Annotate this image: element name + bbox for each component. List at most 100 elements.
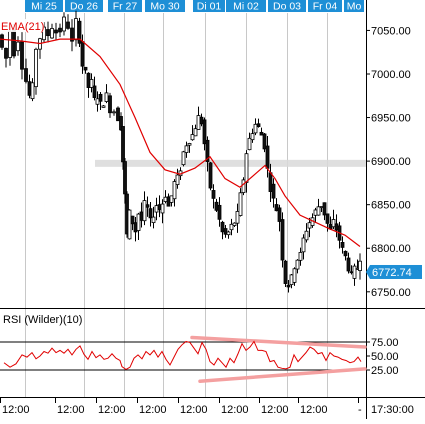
candle-body bbox=[89, 79, 94, 88]
candle-body bbox=[319, 206, 324, 208]
date-tab-label: Di 01 bbox=[197, 1, 222, 13]
candle-body bbox=[334, 223, 339, 231]
candle-body bbox=[292, 268, 297, 283]
candle-body bbox=[112, 111, 116, 114]
candle-body bbox=[130, 215, 135, 225]
candle-body bbox=[235, 211, 240, 224]
candle-body bbox=[98, 93, 103, 102]
candle-body bbox=[74, 18, 78, 41]
candle-body bbox=[202, 119, 207, 145]
date-tab[interactable]: Fr 04 bbox=[308, 0, 342, 13]
date-tab[interactable]: Di 01 bbox=[193, 0, 225, 13]
candle-body bbox=[340, 242, 345, 248]
candle-body bbox=[77, 20, 82, 44]
date-tab-bg bbox=[226, 0, 266, 12]
date-tab[interactable]: Fr 27 bbox=[108, 0, 142, 13]
candle-body bbox=[313, 209, 318, 216]
candle-body bbox=[58, 27, 62, 33]
candle-body bbox=[193, 128, 198, 137]
date-tab[interactable]: Mi 25 bbox=[25, 0, 63, 13]
date-tab-label: Fr 27 bbox=[113, 1, 138, 13]
candle-body bbox=[12, 28, 16, 57]
candle-body bbox=[145, 204, 150, 208]
rsi-y-tick-label: 25.00 bbox=[371, 365, 399, 377]
candle-body bbox=[274, 204, 279, 212]
time-axis-label: 12:00 bbox=[300, 404, 328, 416]
date-tab-bg bbox=[268, 0, 306, 12]
price-y-tick-label: 6750.00 bbox=[371, 287, 411, 299]
date-tab[interactable]: Mo 30 bbox=[145, 0, 185, 13]
candle-body bbox=[304, 230, 309, 241]
candle-body bbox=[16, 41, 20, 52]
candle-body bbox=[220, 221, 225, 233]
candle-body bbox=[295, 259, 300, 270]
candle-body bbox=[286, 284, 291, 288]
ema21-line bbox=[0, 38, 361, 247]
date-tab-bg bbox=[344, 0, 364, 12]
candle-body bbox=[223, 228, 228, 235]
highlight-band bbox=[95, 159, 366, 167]
candle-body bbox=[349, 271, 354, 274]
candle-body bbox=[0, 34, 4, 48]
candle-body bbox=[214, 201, 219, 211]
candle-body bbox=[253, 123, 258, 134]
candle-body bbox=[148, 208, 153, 219]
candle-body bbox=[86, 72, 91, 88]
candle-body bbox=[175, 174, 180, 185]
candle-body bbox=[116, 107, 120, 122]
rsi-y-axis: 75.00 50.00 25.00 bbox=[366, 337, 399, 377]
candle-body bbox=[316, 206, 321, 216]
candle-body bbox=[190, 134, 195, 141]
candle-body bbox=[34, 48, 38, 88]
candle-body bbox=[199, 116, 204, 125]
candle-body bbox=[211, 190, 216, 199]
date-tab-bg bbox=[108, 0, 142, 12]
ema-label-bg bbox=[0, 19, 44, 32]
candle-body bbox=[289, 274, 294, 285]
candle-body bbox=[205, 139, 210, 162]
candle-body bbox=[160, 203, 165, 214]
date-tab-label: Mo 30 bbox=[150, 1, 179, 13]
candle-body bbox=[119, 116, 123, 131]
date-tab[interactable]: Mo bbox=[344, 0, 364, 13]
candle-body bbox=[268, 172, 273, 192]
candle-body bbox=[256, 123, 261, 128]
candle-body bbox=[325, 213, 330, 224]
candle-body bbox=[157, 204, 162, 210]
candle-body bbox=[271, 183, 276, 199]
date-tab-bg bbox=[308, 0, 342, 12]
time-axis-label: 12:00 bbox=[221, 404, 249, 416]
candle-body bbox=[358, 260, 362, 271]
date-tab[interactable]: Mi 02 bbox=[226, 0, 266, 13]
candle-body bbox=[208, 162, 213, 189]
candle-body bbox=[80, 41, 85, 67]
candle-body bbox=[54, 29, 58, 34]
candle-body bbox=[127, 209, 132, 240]
candle-body bbox=[226, 231, 231, 236]
date-tab[interactable]: Do 03 bbox=[268, 0, 306, 13]
candle-body bbox=[283, 260, 288, 284]
candle-body bbox=[62, 16, 66, 32]
candle-body bbox=[232, 222, 237, 226]
candle-body bbox=[20, 41, 24, 70]
candle-body bbox=[27, 81, 32, 96]
candle-body bbox=[241, 179, 246, 193]
candle-body bbox=[108, 95, 112, 114]
candle-body bbox=[66, 21, 70, 29]
date-tab-label: Fr 04 bbox=[313, 1, 338, 13]
rsi-line bbox=[3, 340, 362, 371]
date-tab-label: Mo bbox=[347, 1, 362, 13]
candle-body bbox=[24, 68, 28, 82]
date-tab[interactable]: Do 26 bbox=[65, 0, 103, 13]
candle-body bbox=[238, 192, 243, 216]
candle-body bbox=[301, 237, 306, 253]
date-tab-bg bbox=[145, 0, 185, 12]
date-tab-label: Mi 02 bbox=[233, 1, 259, 13]
candle-body bbox=[184, 145, 189, 153]
candle-body bbox=[307, 222, 312, 229]
ema-series-label: EMA(21) bbox=[1, 21, 44, 33]
candle-body bbox=[280, 219, 285, 261]
rsi-title: RSI (Wilder)(10) bbox=[3, 314, 82, 326]
candle-body bbox=[92, 85, 97, 98]
